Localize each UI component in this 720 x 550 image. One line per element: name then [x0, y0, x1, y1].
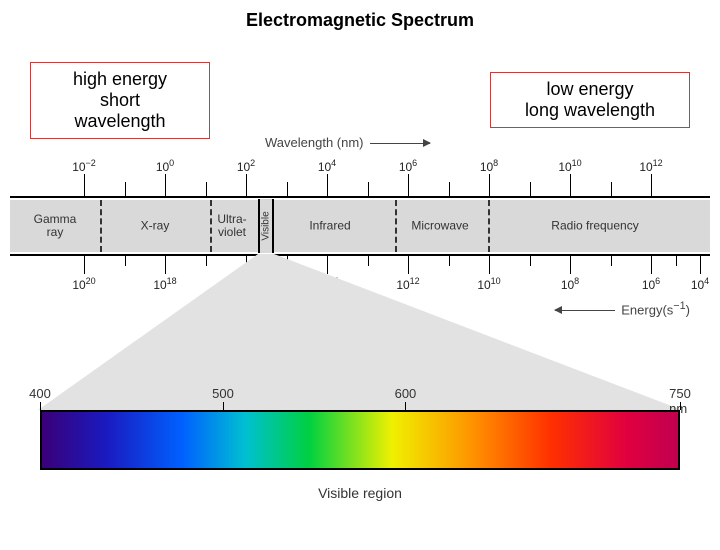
tick [165, 174, 166, 196]
band-label: Radio frequency [551, 219, 638, 232]
tick-label: 104 [691, 276, 709, 292]
minor-tick [125, 254, 126, 266]
band-label: Ultra-violet [217, 213, 246, 239]
spectrum-band-strip: Gammaray X-ray Ultra-violet Infrared Microwa… [10, 200, 710, 252]
band-label: Gammaray [34, 213, 77, 239]
tick-label: 102 [237, 158, 255, 174]
tick [408, 174, 409, 196]
visible-tick [223, 402, 224, 410]
band-divider [488, 200, 490, 252]
tick-label: 106 [399, 158, 417, 174]
band-label: Microwave [411, 219, 468, 232]
energy-scale: 102010181016101410121010108106104 [10, 260, 710, 288]
wavelength-scale: 10−2 100 102 104 106 108 1010 1012 [10, 158, 710, 186]
visible-nm-label: 400 [29, 386, 51, 401]
minor-tick [206, 254, 207, 266]
tick-label: 1010 [477, 276, 500, 292]
tick-label: 1012 [639, 158, 662, 174]
minor-tick [287, 182, 288, 196]
tick [327, 254, 328, 274]
minor-tick [449, 254, 450, 266]
tick-label: 104 [318, 158, 336, 174]
tick [489, 174, 490, 196]
minor-tick [125, 182, 126, 196]
visible-region-caption: Visible region [0, 485, 720, 501]
band-divider [100, 200, 102, 252]
tick [165, 254, 166, 274]
tick [327, 174, 328, 196]
tick-label: 1012 [396, 276, 419, 292]
visible-nm-label: 600 [395, 386, 417, 401]
tick-label: 1014 [315, 276, 338, 292]
annot-high-energy: high energy short wavelength [30, 62, 210, 139]
annot-line: long wavelength [501, 100, 679, 121]
visible-slot: Visible [258, 199, 274, 253]
tick-label: 1010 [558, 158, 581, 174]
tick-label: 108 [480, 158, 498, 174]
minor-tick [449, 182, 450, 196]
tick-label: 100 [156, 158, 174, 174]
arrow-left-icon [555, 310, 615, 311]
visible-tick [405, 402, 406, 410]
tick [570, 174, 571, 196]
tick [246, 174, 247, 196]
minor-tick [611, 254, 612, 266]
wavelength-axis-label: Wavelength (nm) [265, 135, 430, 150]
top-rule [10, 196, 710, 198]
visible-nm-label: 500 [212, 386, 234, 401]
annot-line: short [41, 90, 199, 111]
band-label: Infrared [309, 219, 350, 232]
minor-tick [206, 182, 207, 196]
tick [408, 254, 409, 274]
arrow-right-icon [370, 143, 430, 144]
visible-spectrum-bar [40, 410, 680, 470]
visible-tick [40, 402, 41, 410]
tick-label: 1016 [234, 276, 257, 292]
minor-tick [368, 182, 369, 196]
band-divider [210, 200, 212, 252]
tick [84, 254, 85, 274]
minor-tick [530, 254, 531, 266]
diagram-title: Electromagnetic Spectrum [0, 10, 720, 31]
tick [651, 174, 652, 196]
minor-tick [287, 254, 288, 266]
tick-label: 106 [642, 276, 660, 292]
tick [570, 254, 571, 274]
band-label: X-ray [141, 219, 170, 232]
tick-label: 108 [561, 276, 579, 292]
visible-tick-labels: 400500600750 nm [40, 386, 680, 406]
energy-axis-label: Energy(s−1) [555, 300, 690, 317]
annot-line: high energy [41, 69, 199, 90]
minor-tick [530, 182, 531, 196]
band-divider [395, 200, 397, 252]
tick [700, 254, 701, 274]
tick [651, 254, 652, 274]
annot-low-energy: low energy long wavelength [490, 72, 690, 128]
tick [84, 174, 85, 196]
tick-label: 10−2 [72, 158, 96, 174]
bottom-rule [10, 254, 710, 256]
minor-tick [676, 254, 677, 266]
tick-label: 1020 [72, 276, 95, 292]
minor-tick [368, 254, 369, 266]
annot-line: low energy [501, 79, 679, 100]
tick [246, 254, 247, 274]
visible-tick [680, 402, 681, 410]
tick-label: 1018 [153, 276, 176, 292]
minor-tick [611, 182, 612, 196]
annot-line: wavelength [41, 111, 199, 132]
visible-slot-label: Visible [261, 211, 272, 240]
tick [489, 254, 490, 274]
